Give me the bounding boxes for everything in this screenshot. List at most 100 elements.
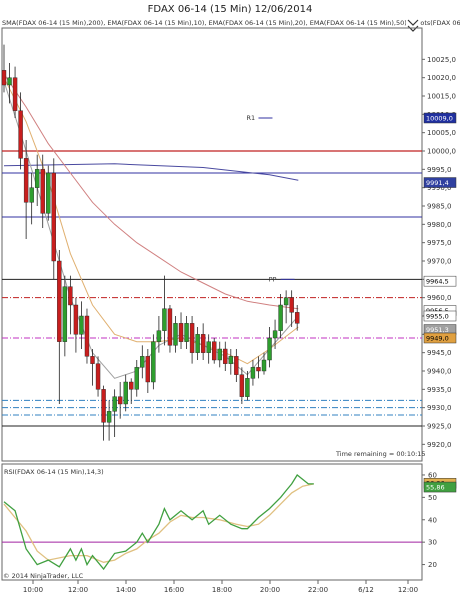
rsi-series-line [3,483,314,563]
candle [90,349,95,386]
candle [272,319,278,349]
candle [178,312,184,349]
price-tag: 10009,0 [423,112,457,124]
time-remaining: Time remaining = 00:10:15 [335,450,426,458]
y-tick-label: 9990,0 [427,184,452,192]
x-tick-label: 10:00 [23,586,43,594]
price-tag: 9964,5 [423,275,457,287]
candle [167,305,173,353]
candle [245,371,250,401]
candle [206,334,211,364]
svg-text:9955,0: 9955,0 [426,313,449,321]
rsi-y-tick-label: 50 [428,494,437,502]
y-tick-label: 9935,0 [427,386,452,394]
candle [57,250,62,404]
candle [267,327,272,368]
svg-text:10009,0: 10009,0 [426,115,453,123]
y-tick-label: 9985,0 [427,203,452,211]
candle [200,323,206,360]
candle [278,294,283,338]
moving-average-line [3,163,299,181]
rsi-series-line [3,474,314,571]
candle [23,140,29,239]
candle [151,334,156,390]
pivot-label: R1 [246,114,255,122]
chart-title: FDAX 06-14 (15 Min) 12/06/2014 [148,4,313,15]
y-tick-label: 9940,0 [427,368,452,376]
candle [73,297,79,353]
y-tick-label: 9970,0 [427,258,452,266]
candle [34,154,40,206]
candle [289,290,294,327]
y-tick-label: 10020,0 [427,74,456,82]
candle [62,275,68,357]
candle [46,165,51,221]
candle [40,154,45,228]
y-tick-label: 9925,0 [427,423,452,431]
x-tick-label: 20:00 [260,586,280,594]
svg-text:9991,4: 9991,4 [426,179,449,187]
pivot-label: PP [269,275,277,283]
rsi-y-tick-label: 30 [428,539,437,547]
svg-text:9951,3: 9951,3 [426,326,449,334]
candle [173,316,178,353]
y-tick-label: 10000,0 [427,148,456,156]
candle [112,389,117,437]
candle [18,92,23,170]
price-tag: 9949,0 [423,332,457,344]
rsi-y-tick-label: 60 [428,471,437,479]
candle [134,360,139,397]
candle [228,349,234,375]
candle [29,173,34,225]
candle [250,360,256,386]
candle [95,356,101,397]
y-tick-label: 9945,0 [427,349,452,357]
x-tick-label: 22:00 [308,586,328,594]
rsi-title: RSI(FDAX 06-14 (15 Min),14,3) [4,468,104,476]
candle [7,63,12,104]
price-tag: 9991,4 [423,177,457,188]
candle [140,345,145,379]
candle [162,275,167,346]
collapse-arrows-icon[interactable] [406,18,420,32]
candle [117,382,123,419]
x-tick-label: 6/12 [358,586,374,594]
copyright: © 2014 NinjaTrader, LLC [3,572,84,580]
y-tick-label: 9980,0 [427,221,452,229]
candle [212,338,217,364]
moving-average-line [3,73,299,310]
candle [234,349,239,382]
y-tick-label: 9930,0 [427,404,452,412]
svg-text:9964,5: 9964,5 [426,278,449,286]
candle [184,316,189,349]
candle [217,341,222,368]
indicator-legend: SMA(FDAX 06-14 (15 Min),200), EMA(FDAX 0… [2,19,460,27]
candle [223,341,228,371]
rsi-y-tick-label: 20 [428,561,437,569]
candle [156,316,162,353]
price-tag: 55,86 [423,481,457,493]
x-tick-label: 14:00 [116,586,136,594]
candle [12,66,18,118]
y-tick-label: 9920,0 [427,441,452,449]
candle [145,349,151,393]
price-tag: 9955,0 [423,310,457,322]
y-tick-label: 10015,0 [427,93,456,101]
candle [129,378,134,404]
x-tick-label: 12:00 [68,586,88,594]
x-tick-label: 18:00 [212,586,232,594]
y-tick-label: 10005,0 [427,129,456,137]
candle [106,400,112,441]
y-tick-label: 9995,0 [427,166,452,174]
x-tick-label: 16:00 [164,586,184,594]
candle [294,305,300,331]
candle [239,367,245,404]
candle [256,356,261,379]
svg-text:9949,0: 9949,0 [426,335,449,343]
x-tick-label: 12:00 [398,586,418,594]
rsi-y-tick-label: 40 [428,516,437,524]
candle [123,374,128,412]
y-tick-label: 9960,0 [427,294,452,302]
candle [1,44,7,93]
